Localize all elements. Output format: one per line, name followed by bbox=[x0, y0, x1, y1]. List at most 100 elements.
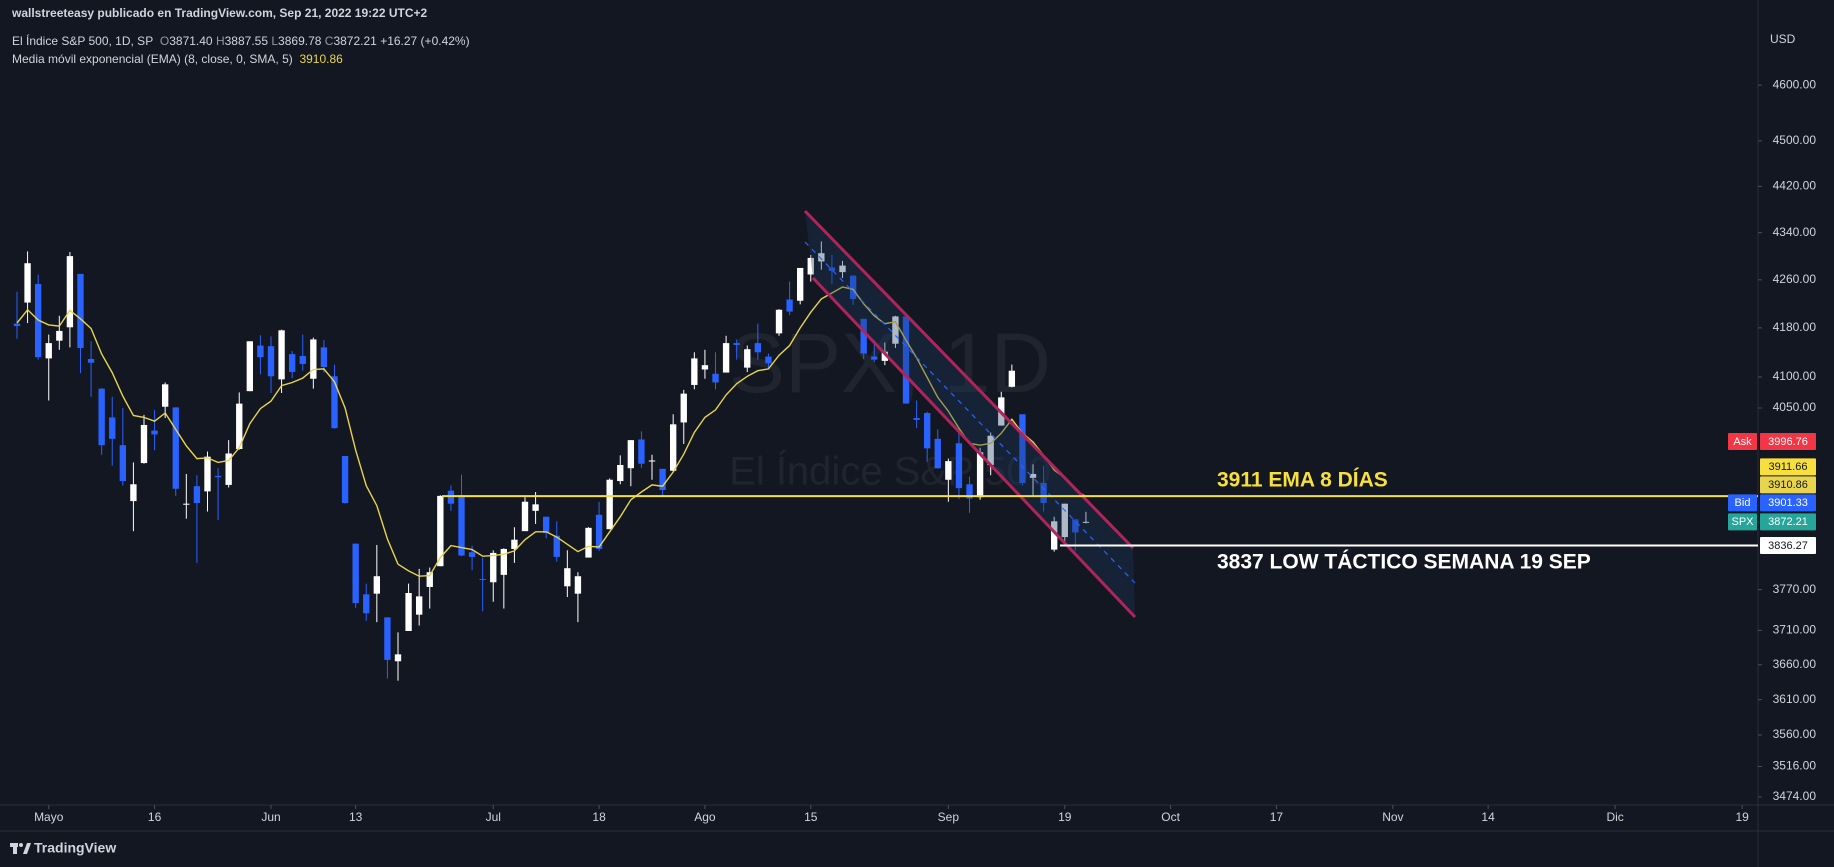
channel-lower bbox=[811, 276, 1137, 619]
candle-body bbox=[892, 316, 899, 344]
candle-body bbox=[426, 572, 433, 587]
candle-body bbox=[479, 578, 486, 580]
brand: TradingView bbox=[34, 840, 116, 856]
candle-body bbox=[765, 356, 772, 364]
y-tick-label: 3516.00 bbox=[1773, 759, 1817, 773]
candle-body bbox=[13, 323, 21, 327]
candle-body bbox=[712, 373, 719, 383]
candle-body bbox=[437, 495, 444, 567]
y-tick-label: 3474.00 bbox=[1773, 789, 1817, 803]
candle-body bbox=[214, 475, 222, 478]
price-tag-label: Bid bbox=[1735, 497, 1751, 509]
candle-body bbox=[606, 479, 613, 530]
candle-body bbox=[310, 339, 317, 379]
ema-line bbox=[16, 286, 1087, 577]
candle-body bbox=[331, 376, 338, 429]
candle-body bbox=[828, 267, 836, 271]
y-tick-label: 4420.00 bbox=[1773, 179, 1817, 193]
y-tick-label: 3710.00 bbox=[1773, 622, 1817, 636]
legend-o-tag: O bbox=[159, 34, 170, 48]
candle-body bbox=[1019, 414, 1026, 483]
candle-body bbox=[574, 576, 582, 594]
candle-body bbox=[458, 495, 465, 556]
candle-body bbox=[352, 543, 359, 604]
legend-o: 3871.40 bbox=[169, 34, 213, 48]
candle-body bbox=[45, 343, 52, 359]
candle-body bbox=[595, 514, 603, 549]
price-tag-label: SPX bbox=[1731, 516, 1754, 528]
candle-body bbox=[183, 503, 190, 505]
price-box bbox=[1760, 494, 1816, 512]
price-box bbox=[1760, 536, 1816, 554]
indicator-row: Media móvil exponencial (EMA) (8, close,… bbox=[12, 52, 343, 66]
channel-drawing bbox=[803, 209, 1137, 619]
candle-body bbox=[871, 356, 878, 360]
x-tick-label: 14 bbox=[1481, 810, 1495, 824]
y-tick-label: 4100.00 bbox=[1773, 369, 1817, 383]
candle-body bbox=[267, 346, 275, 377]
x-tick-label: Mayo bbox=[34, 810, 64, 824]
y-tick-label: 3560.00 bbox=[1773, 727, 1817, 741]
indicator-value: 3910.86 bbox=[299, 52, 343, 66]
brand-logo bbox=[10, 843, 31, 854]
candle-body bbox=[119, 445, 126, 482]
x-tick-label: 13 bbox=[349, 810, 363, 824]
candle-body bbox=[839, 265, 846, 273]
candle-body bbox=[77, 273, 84, 348]
candle-body bbox=[744, 349, 751, 368]
candle-body bbox=[1082, 521, 1090, 523]
candle-body bbox=[109, 417, 116, 439]
candle-body bbox=[56, 330, 63, 341]
candle-body bbox=[627, 440, 635, 469]
candle-body bbox=[98, 388, 105, 446]
candle-body bbox=[945, 461, 952, 480]
candle-body bbox=[363, 594, 370, 614]
candle-body bbox=[1061, 503, 1068, 538]
candle-body bbox=[648, 460, 656, 462]
candle-body bbox=[490, 552, 497, 583]
candle-body bbox=[553, 535, 560, 557]
candle-body bbox=[733, 343, 740, 345]
candle-body bbox=[691, 358, 698, 385]
candle-body bbox=[278, 330, 285, 380]
candle-body bbox=[288, 354, 296, 372]
candle-body bbox=[976, 452, 984, 498]
candle-body bbox=[564, 568, 571, 587]
x-tick-label: 19 bbox=[1058, 810, 1072, 824]
candle-body bbox=[659, 468, 666, 491]
y-tick-label: 3610.00 bbox=[1773, 692, 1817, 706]
candle-body bbox=[818, 253, 825, 262]
candle-body bbox=[384, 617, 391, 660]
legend-c-tag: C bbox=[324, 34, 334, 48]
price-box bbox=[1760, 458, 1816, 476]
candle-body bbox=[913, 418, 920, 420]
candle-body bbox=[1040, 482, 1047, 504]
legend-h-tag: H bbox=[215, 34, 225, 48]
y-tick-label: 3660.00 bbox=[1773, 657, 1817, 671]
candle-body bbox=[130, 484, 137, 502]
level-annotation: 3837 LOW TÁCTICO SEMANA 19 SEP bbox=[1217, 551, 1591, 574]
candle-body bbox=[1008, 370, 1016, 387]
candle-body bbox=[193, 486, 201, 504]
candle-body bbox=[807, 257, 814, 275]
logo-part bbox=[19, 843, 23, 847]
candle-body bbox=[966, 484, 973, 499]
channel-fill bbox=[805, 211, 1135, 617]
candle-body bbox=[881, 351, 889, 361]
legend-h: 3887.55 bbox=[224, 34, 269, 48]
x-tick-label: Jun bbox=[261, 810, 280, 824]
candle-body bbox=[320, 347, 328, 368]
candle-body bbox=[934, 438, 941, 469]
candle-body bbox=[680, 393, 687, 423]
price-box-label: 3996.76 bbox=[1768, 436, 1808, 448]
legend-c: 3872.21 bbox=[333, 34, 377, 48]
candle-body bbox=[987, 435, 994, 465]
candle-body bbox=[246, 341, 254, 392]
legend-change: +16.27 (+0.42%) bbox=[380, 34, 470, 48]
candle-body bbox=[669, 424, 677, 471]
candle-body bbox=[775, 309, 783, 334]
candle-body bbox=[299, 355, 306, 364]
candle-body bbox=[924, 413, 931, 449]
price-box-label: 3872.21 bbox=[1768, 516, 1808, 528]
